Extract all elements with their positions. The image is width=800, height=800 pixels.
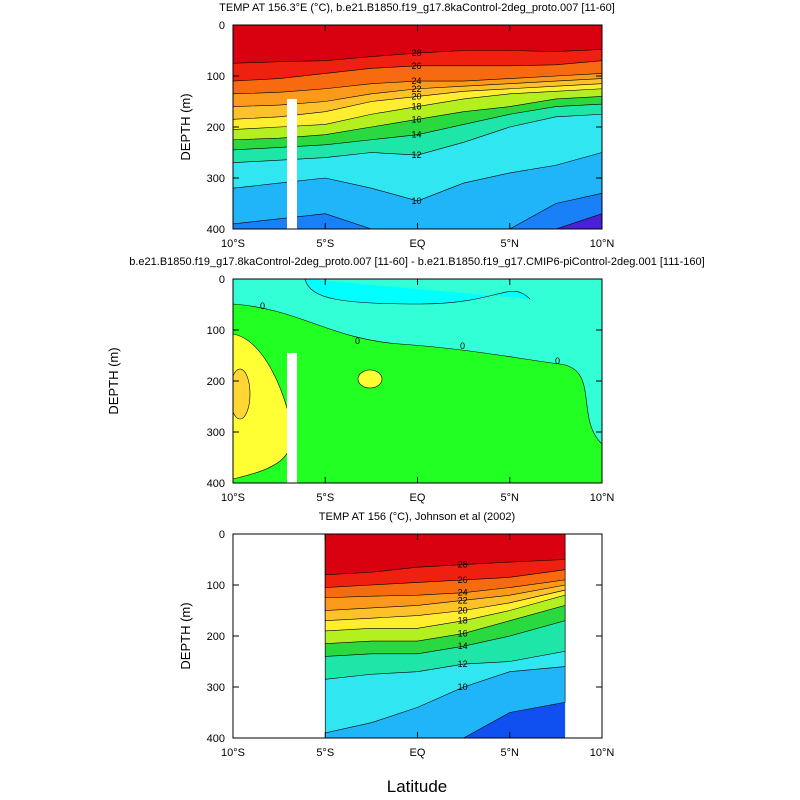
contour-label: 12 (412, 150, 422, 160)
contour-label: 12 (458, 659, 468, 669)
x-tick-label: 5°S (316, 238, 334, 250)
x-tick-label: EQ (410, 747, 426, 759)
x-tick-label: EQ (410, 238, 426, 250)
contour-label: 24 (458, 588, 468, 598)
panel-title: TEMP AT 156.3°E (°C), b.e21.B1850.f19_g1… (219, 2, 615, 14)
panel-title: TEMP AT 156 (°C), Johnson et al (2002) (319, 511, 515, 523)
y-tick-label: 300 (207, 427, 225, 439)
band-pos-strong (233, 368, 251, 420)
contour-label: 0 (260, 301, 265, 311)
contour-label: 26 (412, 61, 422, 71)
y-axis-label: DEPTH (m) (178, 93, 193, 160)
y-axis-label: DEPTH (m) (178, 602, 193, 669)
x-tick-label: 10°N (590, 238, 615, 250)
contour-label: 18 (458, 616, 468, 626)
panel-model-temp: TEMP AT 156.3°E (°C), b.e21.B1850.f19_g1… (178, 2, 615, 250)
x-axis-label: Latitude (387, 777, 448, 796)
x-tick-label: 5°S (316, 747, 334, 759)
plot-area: 0 0 0 0 (233, 279, 602, 483)
y-tick-label: 300 (207, 173, 225, 185)
y-tick-label: 100 (207, 580, 225, 592)
contour-label: 14 (412, 130, 422, 140)
contour-label: 24 (412, 76, 422, 86)
contour-label: 22 (412, 84, 422, 94)
contour-band-28 (233, 25, 602, 64)
x-tick-label: 10°N (590, 492, 615, 504)
y-tick-label: 100 (207, 71, 225, 83)
contour-label: 10 (412, 196, 422, 206)
contour-label: 26 (458, 575, 468, 585)
y-tick-label: 400 (207, 733, 225, 745)
contour-label: 0 (555, 356, 560, 366)
x-tick-label: 5°S (316, 492, 334, 504)
y-tick-label: 0 (219, 529, 225, 541)
y-tick-label: 200 (207, 122, 225, 134)
contour-label: 16 (412, 114, 422, 124)
contour-label: 0 (355, 336, 360, 346)
contour-label: 28 (458, 560, 468, 570)
y-tick-label: 400 (207, 224, 225, 236)
x-tick-label: 10°S (221, 492, 245, 504)
contour-label: 28 (412, 48, 422, 58)
band-neg-strong (304, 279, 531, 305)
y-tick-label: 100 (207, 325, 225, 337)
y-tick-label: 200 (207, 376, 225, 388)
y-tick-label: 0 (219, 274, 225, 286)
x-tick-label: EQ (410, 492, 426, 504)
x-tick-label: 10°S (221, 238, 245, 250)
contour-label: 16 (458, 628, 468, 638)
panel-observed-temp: TEMP AT 156 (°C), Johnson et al (2002) 10… (178, 511, 614, 759)
contour-band-28 (324, 534, 566, 576)
missing-data-bar (287, 352, 297, 483)
y-tick-label: 200 (207, 631, 225, 643)
x-tick-label: 5°N (501, 747, 520, 759)
y-axis-label: DEPTH (m) (106, 347, 121, 414)
panel-title: b.e21.B1850.f19_g17.8kaControl-2deg_prot… (129, 256, 704, 268)
band-zero (233, 303, 602, 483)
contour-label: 0 (460, 341, 465, 351)
panel-difference: b.e21.B1850.f19_g17.8kaControl-2deg_prot… (106, 256, 705, 504)
x-tick-label: 5°N (501, 238, 520, 250)
contour-label: 14 (458, 641, 468, 651)
y-tick-label: 300 (207, 682, 225, 694)
x-tick-label: 10°N (590, 747, 615, 759)
contour-label: 10 (458, 682, 468, 692)
contour-label: 20 (458, 606, 468, 616)
y-tick-label: 400 (207, 478, 225, 490)
x-tick-label: 5°N (501, 492, 520, 504)
missing-data-bar (287, 98, 297, 229)
contour-label: 18 (412, 102, 422, 112)
x-tick-label: 10°S (221, 747, 245, 759)
contour-label: 20 (412, 91, 422, 101)
contour-label: 22 (458, 595, 468, 605)
band-pos-blob (357, 369, 383, 389)
y-tick-label: 0 (219, 20, 225, 32)
